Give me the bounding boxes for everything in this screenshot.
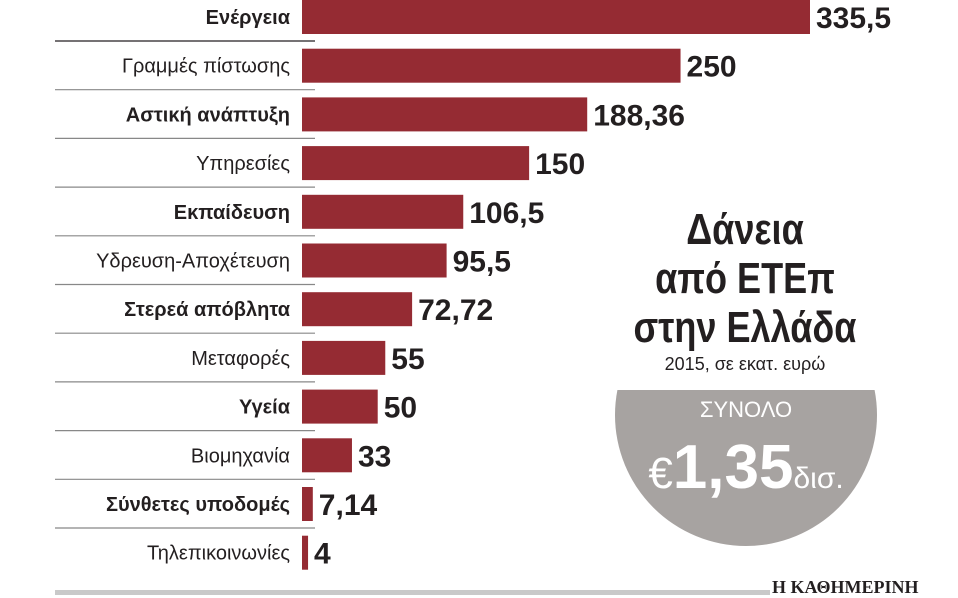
- data-label: 188,36: [593, 99, 685, 132]
- bar: [302, 292, 413, 327]
- total-number: 1,35: [672, 433, 794, 502]
- source-logo: Η ΚΑΘΗΜΕΡΙΝΗ: [772, 577, 919, 597]
- category-label: Τηλεπικοινωνίες: [147, 543, 290, 565]
- total-unit: δισ.: [793, 462, 844, 495]
- chart-subtitle: 2015, σε εκατ. ευρώ: [664, 354, 826, 374]
- data-label: 95,5: [453, 246, 511, 279]
- data-label: 4: [314, 538, 331, 571]
- data-label: 106,5: [469, 197, 544, 230]
- chart-title-line-2: από ΕΤΕπ: [655, 254, 835, 303]
- bar: [302, 97, 588, 132]
- category-label: Υδρευση-Αποχέτευση: [96, 251, 290, 273]
- total-value: €1,35δισ.: [615, 432, 877, 503]
- category-label: Υγεία: [239, 397, 291, 419]
- bar: [302, 146, 530, 181]
- bar: [302, 389, 378, 424]
- chart-title-line-3: στην Ελλάδα: [633, 303, 857, 352]
- data-label: 7,14: [319, 489, 378, 522]
- bar: [302, 487, 313, 521]
- bar: [302, 48, 681, 83]
- bar: [302, 194, 464, 229]
- chart-title-line-1: Δάνεια: [686, 205, 804, 254]
- bar: [302, 438, 352, 473]
- category-label: Γραμμές πίστωσης: [122, 56, 290, 78]
- data-label: 50: [384, 392, 417, 425]
- bar: [302, 535, 309, 570]
- data-label: 150: [535, 148, 585, 181]
- bar: [302, 0, 810, 34]
- category-label: Σύνθετες υποδομές: [106, 494, 290, 516]
- total-label: ΣΥΝΟΛΟ: [699, 397, 793, 422]
- data-label: 72,72: [418, 294, 493, 327]
- euro-sign: €: [648, 449, 673, 498]
- category-label: Εκπαίδευση: [174, 202, 290, 224]
- category-label: Μεταφορές: [191, 348, 290, 370]
- category-label: Υπηρεσίες: [196, 153, 290, 175]
- data-label: 55: [391, 343, 424, 376]
- data-label: 33: [358, 440, 391, 473]
- category-label: Ενέργεια: [206, 7, 291, 29]
- category-label: Στερεά απόβλητα: [124, 299, 291, 321]
- category-label: Βιομηχανία: [191, 445, 290, 467]
- bar: [302, 340, 386, 375]
- category-label: Αστική ανάπτυξη: [126, 104, 290, 126]
- data-label: 335,5: [816, 2, 891, 35]
- footer-divider: [55, 590, 770, 595]
- bar: [302, 243, 447, 278]
- data-label: 250: [687, 51, 737, 84]
